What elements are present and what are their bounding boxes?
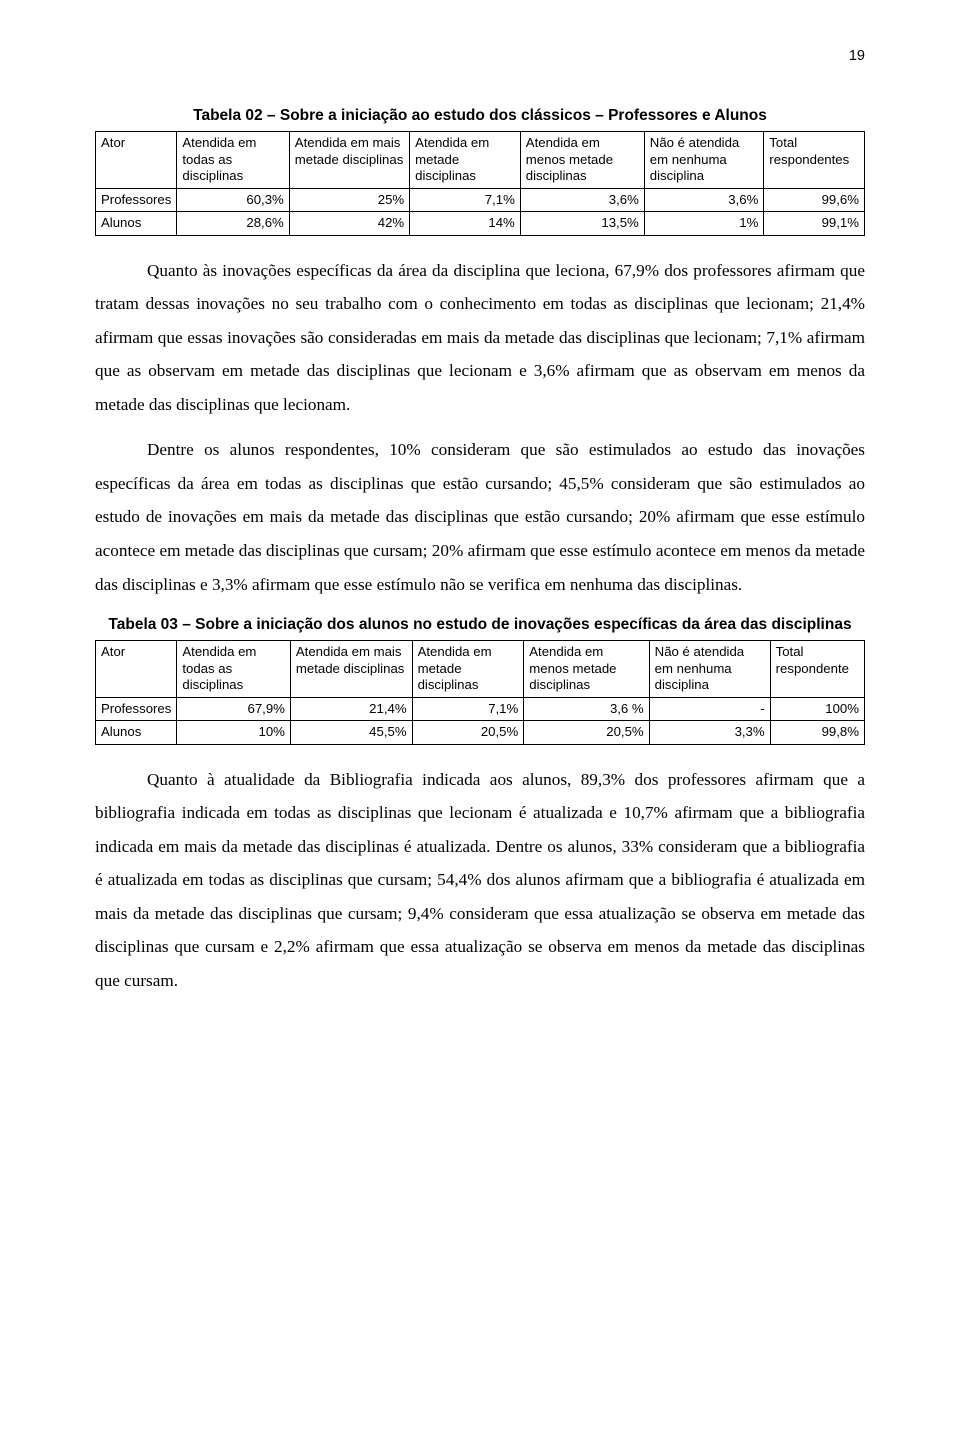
- paragraph-3: Quanto à atualidade da Bibliografia indi…: [95, 763, 865, 998]
- page-container: 19 Tabela 02 – Sobre a iniciação ao estu…: [0, 0, 960, 1070]
- cell-actor: Professores: [96, 188, 177, 212]
- cell-actor: Alunos: [96, 721, 177, 745]
- col-header: Atendida em metade disciplinas: [412, 641, 524, 698]
- col-header: Ator: [96, 641, 177, 698]
- col-header: Total respondentes: [764, 132, 865, 189]
- cell-value: 20,5%: [412, 721, 524, 745]
- cell-value: 10%: [177, 721, 291, 745]
- cell-value: 3,6 %: [524, 697, 649, 721]
- paragraph-1: Quanto às inovações específicas da área …: [95, 254, 865, 422]
- col-header: Não é atendida em nenhuma disciplina: [649, 641, 770, 698]
- col-header: Atendida em menos metade disciplinas: [520, 132, 644, 189]
- page-number: 19: [95, 48, 865, 64]
- cell-value: 7,1%: [412, 697, 524, 721]
- cell-value: 13,5%: [520, 212, 644, 236]
- cell-value: 45,5%: [290, 721, 412, 745]
- cell-value: 20,5%: [524, 721, 649, 745]
- col-header: Atendida em todas as disciplinas: [177, 641, 291, 698]
- table-row: Professores 67,9% 21,4% 7,1% 3,6 % - 100…: [96, 697, 865, 721]
- cell-value: 21,4%: [290, 697, 412, 721]
- cell-actor: Alunos: [96, 212, 177, 236]
- col-header: Atendida em todas as disciplinas: [177, 132, 289, 189]
- col-header: Não é atendida em nenhuma disciplina: [644, 132, 764, 189]
- cell-value: 3,3%: [649, 721, 770, 745]
- cell-value: 42%: [289, 212, 409, 236]
- cell-value: 3,6%: [644, 188, 764, 212]
- table-03: Ator Atendida em todas as disciplinas At…: [95, 640, 865, 745]
- table-02: Ator Atendida em todas as disciplinas At…: [95, 131, 865, 236]
- table-02-title: Tabela 02 – Sobre a iniciação ao estudo …: [95, 104, 865, 127]
- col-header: Atendida em metade disciplinas: [410, 132, 521, 189]
- table-03-title: Tabela 03 – Sobre a iniciação dos alunos…: [95, 613, 865, 636]
- table-row: Alunos 28,6% 42% 14% 13,5% 1% 99,1%: [96, 212, 865, 236]
- cell-value: 67,9%: [177, 697, 291, 721]
- col-header: Atendida em menos metade disciplinas: [524, 641, 649, 698]
- table-header-row: Ator Atendida em todas as disciplinas At…: [96, 132, 865, 189]
- col-header: Atendida em mais metade disciplinas: [290, 641, 412, 698]
- cell-value: 14%: [410, 212, 521, 236]
- cell-value: 7,1%: [410, 188, 521, 212]
- cell-actor: Professores: [96, 697, 177, 721]
- cell-value: 60,3%: [177, 188, 289, 212]
- table-row: Alunos 10% 45,5% 20,5% 20,5% 3,3% 99,8%: [96, 721, 865, 745]
- cell-value: 99,8%: [770, 721, 864, 745]
- cell-value: 1%: [644, 212, 764, 236]
- table-header-row: Ator Atendida em todas as disciplinas At…: [96, 641, 865, 698]
- cell-value: 99,6%: [764, 188, 865, 212]
- cell-value: 28,6%: [177, 212, 289, 236]
- col-header: Ator: [96, 132, 177, 189]
- paragraph-2: Dentre os alunos respondentes, 10% consi…: [95, 433, 865, 601]
- col-header: Atendida em mais metade disciplinas: [289, 132, 409, 189]
- cell-value: 99,1%: [764, 212, 865, 236]
- cell-value: -: [649, 697, 770, 721]
- table-row: Professores 60,3% 25% 7,1% 3,6% 3,6% 99,…: [96, 188, 865, 212]
- cell-value: 100%: [770, 697, 864, 721]
- cell-value: 3,6%: [520, 188, 644, 212]
- col-header: Total respondente: [770, 641, 864, 698]
- cell-value: 25%: [289, 188, 409, 212]
